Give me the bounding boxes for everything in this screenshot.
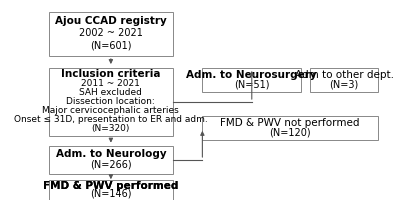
Text: (N=320): (N=320): [92, 124, 130, 133]
Text: 2011 ~ 2021: 2011 ~ 2021: [82, 79, 140, 88]
FancyBboxPatch shape: [202, 68, 301, 92]
Text: Ajou CCAD registry: Ajou CCAD registry: [55, 16, 167, 26]
Text: Dissection location:: Dissection location:: [66, 97, 155, 106]
Text: Inclusion criteria: Inclusion criteria: [61, 69, 161, 79]
Text: (N=120): (N=120): [270, 127, 311, 137]
Text: (N=146): (N=146): [90, 189, 132, 199]
Text: (N=601): (N=601): [90, 41, 132, 51]
Text: Onset ≤ 31D, presentation to ER and adm.: Onset ≤ 31D, presentation to ER and adm.: [14, 115, 208, 124]
FancyBboxPatch shape: [202, 116, 378, 140]
Text: (N=51): (N=51): [234, 79, 270, 89]
Text: SAH excluded: SAH excluded: [80, 88, 142, 97]
FancyBboxPatch shape: [49, 12, 173, 56]
Text: Major cervicocephalic arteries: Major cervicocephalic arteries: [42, 106, 179, 115]
Text: FMD & PWV not performed: FMD & PWV not performed: [220, 118, 360, 128]
Text: (N=266): (N=266): [90, 160, 132, 170]
Text: Adm. to Neurology: Adm. to Neurology: [56, 149, 166, 159]
Text: 2002 ~ 2021: 2002 ~ 2021: [79, 28, 143, 38]
FancyBboxPatch shape: [49, 68, 173, 136]
Text: (N=3): (N=3): [330, 79, 359, 89]
FancyBboxPatch shape: [49, 146, 173, 174]
Text: Adm to other dept.: Adm to other dept.: [295, 70, 394, 80]
Text: FMD & PWV performed: FMD & PWV performed: [43, 181, 178, 191]
FancyBboxPatch shape: [49, 180, 173, 200]
Text: Adm. to Neurosurgery: Adm. to Neurosurgery: [186, 70, 317, 80]
Text: FMD & PWV performed: FMD & PWV performed: [43, 181, 178, 191]
FancyBboxPatch shape: [310, 68, 378, 92]
